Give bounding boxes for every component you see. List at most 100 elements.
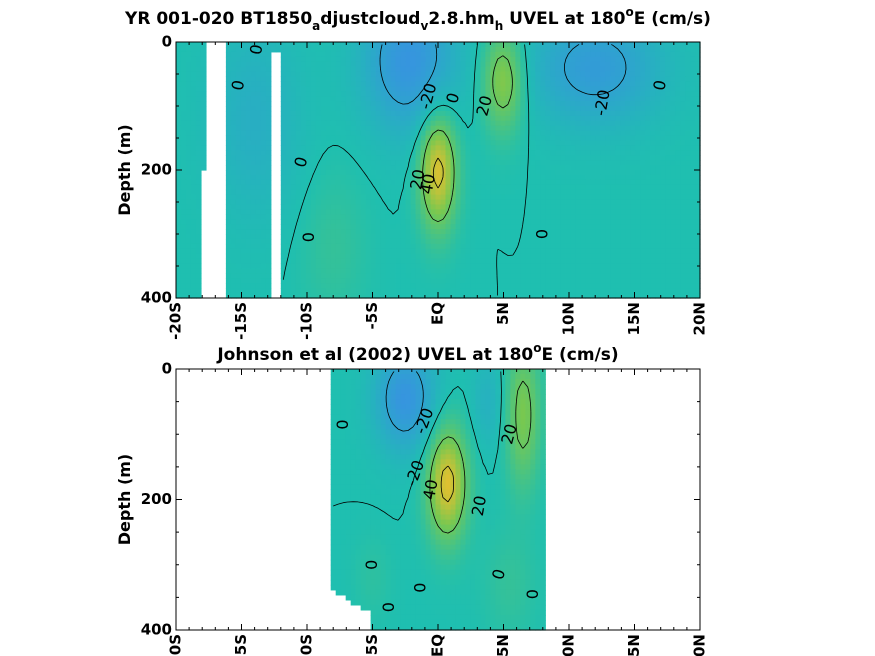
- field-cell: [415, 273, 422, 279]
- field-cell: [475, 110, 482, 117]
- field-cell: [470, 194, 477, 201]
- field-cell: [360, 140, 367, 146]
- field-cell: [235, 219, 242, 225]
- field-cell: [200, 42, 207, 48]
- field-cell: [485, 165, 491, 171]
- field-cell: [475, 130, 482, 137]
- field-cell: [555, 110, 561, 117]
- field-cell: [176, 184, 182, 191]
- field-cell: [415, 238, 422, 245]
- field-cell: [335, 46, 342, 53]
- field-cell: [620, 273, 626, 279]
- field-cell: [310, 199, 317, 206]
- field-cell: [470, 160, 477, 166]
- field-cell: [295, 258, 302, 265]
- field-cell: [375, 155, 382, 161]
- field-cell: [515, 56, 521, 63]
- field-cell: [335, 268, 342, 274]
- field-cell: [615, 56, 621, 63]
- field-cell: [350, 224, 357, 230]
- field-cell: [670, 106, 676, 112]
- field-cell: [415, 96, 422, 102]
- field-cell: [555, 165, 561, 171]
- field-cell: [635, 229, 641, 235]
- field-cell: [400, 91, 407, 97]
- field-cell: [410, 46, 417, 53]
- field-cell: [350, 115, 357, 122]
- field-cell: [670, 263, 676, 270]
- field-cell: [535, 209, 541, 215]
- field-cell: [525, 174, 531, 181]
- field-cell: [680, 46, 686, 53]
- field-cell: [630, 145, 636, 151]
- field-cell: [570, 56, 576, 63]
- field-cell: [465, 96, 472, 102]
- field-cell: [540, 268, 546, 274]
- field-cell: [300, 214, 307, 220]
- field-cell: [535, 199, 541, 206]
- field-cell: [640, 219, 646, 225]
- field-cell: [560, 145, 566, 151]
- field-cell: [505, 125, 511, 132]
- field-cell: [620, 165, 626, 171]
- field-cell: [230, 81, 237, 87]
- field-cell: [620, 155, 626, 161]
- field-cell: [525, 224, 531, 230]
- field-cell: [670, 248, 676, 255]
- field-cell: [665, 229, 671, 235]
- field-cell: [490, 150, 496, 156]
- field-cell: [515, 214, 521, 220]
- field-cell: [245, 165, 252, 171]
- field-cell: [380, 106, 387, 112]
- field-cell: [670, 150, 676, 156]
- field-cell: [635, 150, 641, 156]
- field-cell: [670, 66, 676, 73]
- field-cell: [475, 258, 482, 265]
- field-cell: [325, 160, 332, 166]
- field-cell: [355, 199, 362, 206]
- field-cell: [185, 86, 192, 92]
- field-cell: [580, 155, 586, 161]
- field-cell: [315, 96, 322, 102]
- field-cell: [176, 96, 182, 102]
- field-cell: [480, 253, 487, 260]
- field-cell: [250, 243, 257, 250]
- field-cell: [330, 204, 337, 210]
- field-cell: [330, 76, 337, 82]
- field-cell: [310, 189, 317, 196]
- field-cell: [330, 51, 337, 58]
- field-cell: [540, 199, 546, 206]
- field-cell: [585, 278, 591, 284]
- field-cell: [645, 184, 651, 191]
- field-cell: [295, 110, 302, 117]
- field-cell: [490, 101, 496, 107]
- field-cell: [685, 165, 691, 171]
- field-cell: [265, 160, 272, 166]
- field-cell: [605, 273, 611, 279]
- field-cell: [365, 125, 372, 132]
- field-cell: [410, 42, 417, 48]
- field-cell: [505, 179, 511, 186]
- field-cell: [415, 101, 422, 107]
- field-cell: [505, 278, 511, 284]
- field-cell: [610, 71, 616, 78]
- field-cell: [620, 66, 626, 73]
- field-cell: [535, 273, 541, 279]
- field-cell: [315, 204, 322, 210]
- field-cell: [610, 66, 616, 73]
- field-cell: [370, 140, 377, 146]
- field-cell: [180, 125, 187, 132]
- field-cell: [395, 61, 402, 68]
- field-cell: [420, 42, 427, 48]
- field-cell: [625, 263, 631, 270]
- field-cell: [665, 204, 671, 210]
- field-cell: [635, 160, 641, 166]
- field-cell: [545, 243, 551, 250]
- field-cell: [365, 145, 372, 151]
- field-cell: [305, 96, 312, 102]
- field-cell: [176, 204, 182, 210]
- field-cell: [510, 258, 516, 265]
- field-cell: [335, 86, 342, 92]
- field-cell: [545, 130, 551, 137]
- field-cell: [285, 110, 292, 117]
